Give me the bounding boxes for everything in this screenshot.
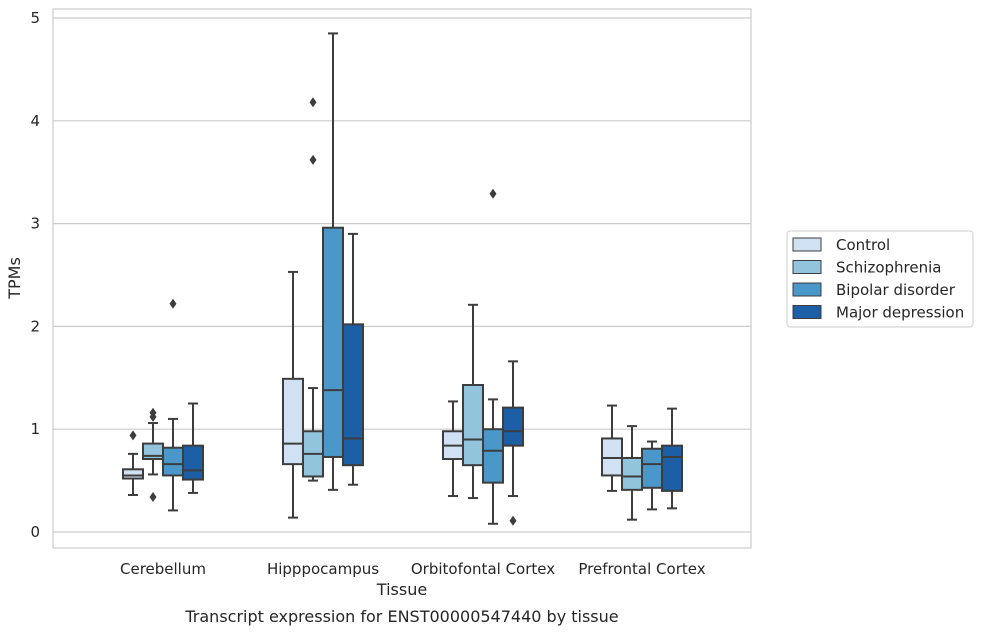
box-iqr — [661, 444, 683, 492]
box-iqr — [482, 428, 504, 484]
legend-label: Major depression — [836, 304, 964, 322]
outlier-point — [149, 407, 157, 418]
series-group — [122, 270, 623, 519]
box — [462, 303, 484, 500]
y-tick-label: 4 — [30, 112, 40, 130]
box-iqr — [342, 323, 364, 467]
legend-swatch — [792, 260, 822, 274]
chart-caption: Transcript expression for ENST0000054744… — [184, 607, 618, 626]
y-axis-label: TPMs — [5, 257, 24, 300]
box — [162, 298, 184, 512]
y-tick-label: 1 — [30, 420, 40, 438]
box — [322, 32, 344, 491]
y-tick-label: 5 — [30, 9, 40, 27]
outlier-point — [509, 515, 517, 526]
x-tick-label: Prefrontal Cortex — [578, 560, 705, 578]
box-iqr — [162, 446, 184, 477]
box — [342, 232, 364, 486]
box — [282, 270, 304, 519]
x-tick-label: Orbitofontal Cortex — [411, 560, 555, 578]
y-tick-label: 2 — [30, 317, 40, 335]
outlier-point — [309, 97, 317, 108]
outlier-point — [309, 154, 317, 165]
box — [482, 188, 504, 525]
box — [142, 407, 164, 503]
box — [122, 430, 144, 496]
x-tick-label: Cerebellum — [120, 560, 206, 578]
box-iqr — [621, 456, 643, 491]
legend-swatch — [792, 305, 822, 319]
box — [601, 404, 623, 492]
series-group — [142, 97, 643, 521]
legend-label: Control — [836, 236, 890, 254]
box-iqr — [502, 406, 524, 447]
outlier-point — [129, 430, 137, 441]
box-iqr — [282, 377, 304, 466]
x-axis-label: Tissue — [376, 580, 427, 599]
box-series — [122, 32, 683, 526]
box-iqr — [182, 444, 204, 481]
legend-label: Bipolar disorder — [836, 281, 956, 299]
legend-frame — [786, 230, 974, 328]
y-tick-label: 0 — [30, 523, 40, 541]
y-tick-labels: 0 1 2 3 4 5 — [30, 9, 40, 541]
box — [502, 360, 524, 526]
box — [641, 440, 663, 511]
legend-label: Schizophrenia — [836, 259, 941, 277]
y-gridlines — [53, 17, 751, 533]
box-iqr — [601, 437, 623, 477]
outlier-point — [169, 298, 177, 309]
box — [661, 407, 683, 510]
box-iqr — [122, 468, 144, 480]
x-tick-label: Hipppocampus — [267, 560, 379, 578]
outlier-point — [149, 492, 157, 503]
legend-swatch — [792, 237, 822, 252]
legend: Control Schizophrenia Bipolar disorder Majo… — [786, 230, 974, 328]
legend-swatch — [792, 282, 822, 297]
series-group — [182, 232, 683, 526]
box-iqr — [322, 226, 344, 458]
box-iqr — [462, 383, 484, 467]
x-tick-labels: Cerebellum Hipppocampus Orbitofontal Corte… — [120, 560, 706, 578]
box — [182, 402, 204, 494]
y-tick-label: 3 — [30, 215, 40, 233]
series-group — [162, 32, 663, 525]
box-iqr — [641, 447, 663, 489]
outlier-point — [489, 188, 497, 199]
box — [442, 400, 464, 498]
